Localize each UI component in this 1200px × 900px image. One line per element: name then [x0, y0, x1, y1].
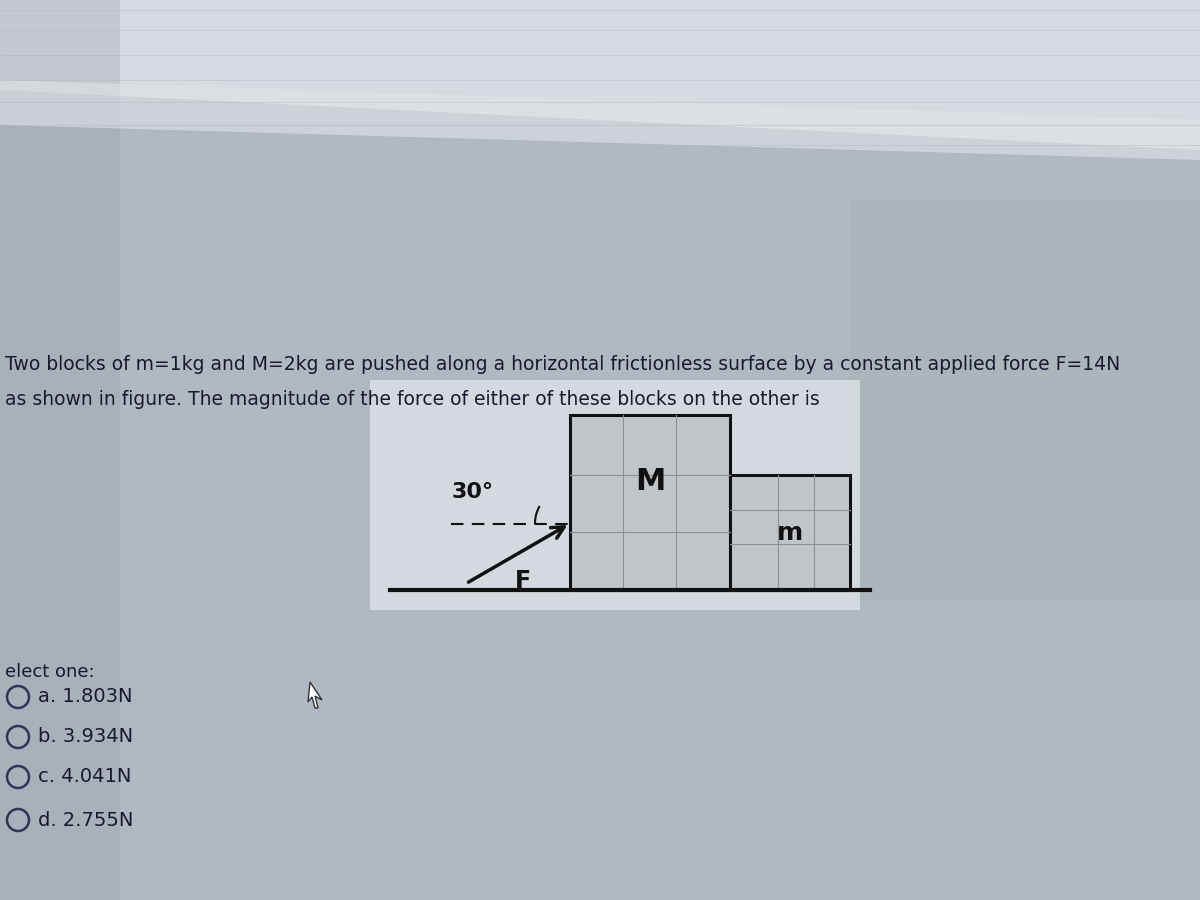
Text: d. 2.755N: d. 2.755N — [38, 811, 133, 830]
Bar — [370, 380, 860, 610]
Text: M: M — [635, 467, 665, 496]
Text: elect one:: elect one: — [5, 663, 95, 681]
Text: b. 3.934N: b. 3.934N — [38, 727, 133, 746]
Bar — [730, 475, 850, 590]
Text: m: m — [776, 520, 803, 544]
Polygon shape — [0, 80, 1200, 160]
Bar — [850, 200, 1200, 600]
Polygon shape — [308, 682, 322, 708]
Text: 30°: 30° — [451, 482, 493, 501]
Bar — [0, 0, 120, 900]
Text: a. 1.803N: a. 1.803N — [38, 688, 132, 706]
Text: F: F — [515, 570, 532, 593]
Polygon shape — [0, 0, 1200, 150]
Text: Two blocks of m=1kg and M=2kg are pushed along a horizontal frictionless surface: Two blocks of m=1kg and M=2kg are pushed… — [5, 355, 1121, 374]
Bar — [570, 415, 730, 590]
Text: as shown in figure. The magnitude of the force of either of these blocks on the : as shown in figure. The magnitude of the… — [5, 390, 820, 409]
Text: c. 4.041N: c. 4.041N — [38, 768, 131, 787]
